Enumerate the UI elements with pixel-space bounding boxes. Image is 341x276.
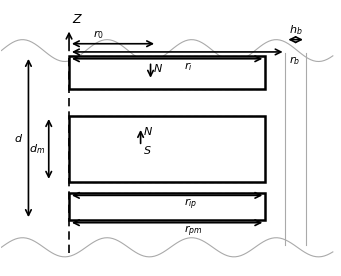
Text: Z: Z: [72, 13, 81, 26]
Bar: [69, 116, 265, 182]
Text: N: N: [154, 64, 162, 74]
Text: $r_0$: $r_0$: [93, 28, 104, 41]
Text: N: N: [144, 127, 152, 137]
Text: $r_{pm}$: $r_{pm}$: [184, 224, 203, 240]
Text: $r_b$: $r_b$: [289, 55, 300, 67]
Text: S: S: [144, 146, 151, 156]
Bar: [69, 193, 265, 220]
Text: $h_b$: $h_b$: [289, 23, 302, 37]
Text: $r_i$: $r_i$: [184, 60, 193, 73]
Bar: [69, 56, 265, 89]
Text: $r_{ip}$: $r_{ip}$: [184, 197, 197, 212]
Text: $d$: $d$: [14, 132, 24, 144]
Text: $d_m$: $d_m$: [29, 142, 45, 156]
